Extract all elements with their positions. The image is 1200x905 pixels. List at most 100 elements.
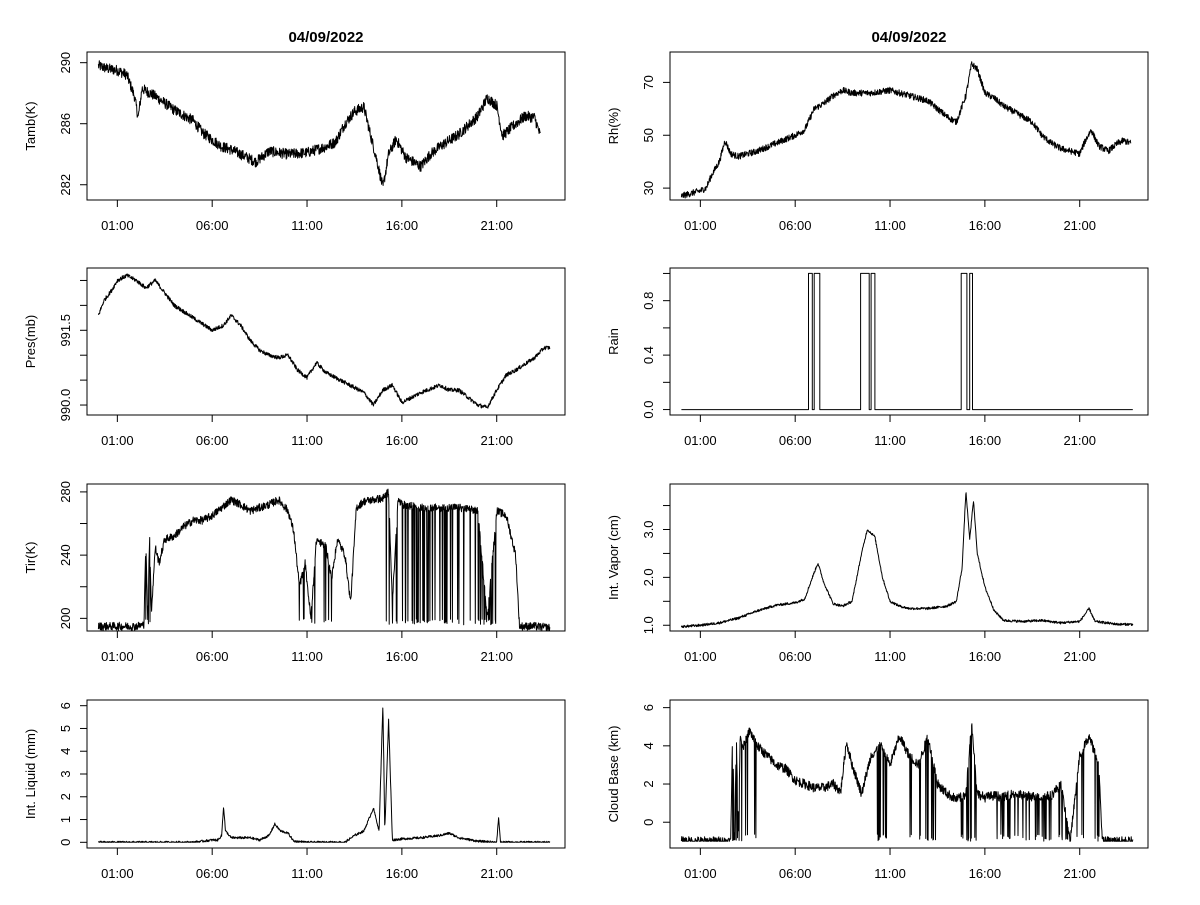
y-tick-label: 290 — [58, 52, 73, 74]
series-line-vapor — [680, 492, 1134, 629]
y-tick-label: 2 — [58, 793, 73, 800]
x-tick-label: 06:00 — [196, 866, 229, 881]
y-axis-label: Pres(mb) — [23, 315, 38, 368]
x-tick-label: 21:00 — [480, 649, 513, 664]
x-tick-label: 21:00 — [1063, 649, 1096, 664]
y-tick-label: 286 — [58, 113, 73, 135]
x-tick-label: 01:00 — [101, 649, 134, 664]
y-tick-label: 0.8 — [641, 292, 656, 310]
series-line-rain — [681, 272, 1133, 411]
x-tick-label: 11:00 — [874, 649, 906, 664]
y-tick-label: 2.0 — [641, 568, 656, 586]
x-tick-label: 16:00 — [386, 218, 419, 233]
x-tick-label: 11:00 — [291, 433, 323, 448]
chart-title: 04/09/2022 — [871, 29, 946, 46]
plot-frame — [86, 483, 566, 632]
x-tick-label: 06:00 — [779, 866, 812, 881]
plot-frame — [669, 483, 1149, 632]
plot-frame — [86, 267, 566, 416]
y-tick-label: 240 — [58, 544, 73, 566]
panel-liquid: Int. Liquid (mm) 0 1 2 3 4 5 6 01:00 06:00 11:00 16… — [23, 699, 566, 881]
y-tick-label: 70 — [641, 75, 656, 89]
y-axis-label: Int. Vapor (cm) — [606, 515, 621, 600]
y-tick-label: 991.5 — [58, 314, 73, 347]
x-tick-label: 11:00 — [874, 218, 906, 233]
plot-frame — [669, 267, 1149, 416]
x-tick-label: 21:00 — [480, 433, 513, 448]
panel-cloud: Cloud Base (km) 0 2 4 6 01:00 06:00 11:00 16:00 2… — [606, 699, 1149, 881]
y-tick-label: 200 — [58, 608, 73, 630]
x-tick-label: 16:00 — [969, 433, 1002, 448]
panel-tir: Tir(K) 200 240 280 01:00 06:00 11:00 16:00 21:00 — [23, 481, 566, 664]
series-line-cloud — [680, 723, 1134, 842]
y-axis-label: Cloud Base (km) — [606, 726, 621, 823]
panel-rain: Rain 0.0 0.4 0.8 01:00 06:00 11:00 16:00 21:00 — [606, 267, 1149, 448]
y-tick-label: 4 — [58, 748, 73, 755]
y-tick-label: 50 — [641, 128, 656, 142]
series-line-tir — [97, 488, 551, 631]
series-line-tamb — [97, 60, 541, 186]
series-line-liquid — [97, 707, 551, 843]
x-tick-label: 16:00 — [386, 649, 419, 664]
y-tick-label: 3 — [58, 770, 73, 777]
x-tick-label: 21:00 — [1063, 433, 1096, 448]
plot-frame — [669, 699, 1149, 849]
panel-vapor: Int. Vapor (cm) 1.0 2.0 3.0 01:00 06:00 11:00 1… — [606, 483, 1149, 664]
x-tick-label: 01:00 — [684, 218, 717, 233]
y-axis-label: Tamb(K) — [23, 101, 38, 150]
x-tick-label: 21:00 — [1063, 866, 1096, 881]
x-tick-label: 01:00 — [684, 649, 717, 664]
x-tick-label: 11:00 — [291, 649, 323, 664]
x-tick-label: 01:00 — [101, 433, 134, 448]
y-tick-label: 280 — [58, 481, 73, 503]
panel-rh: 04/09/2022 Rh(%) 30 50 70 01:00 06:00 11:00 16:0… — [606, 29, 1149, 233]
y-tick-label: 0 — [641, 819, 656, 826]
y-tick-label: 282 — [58, 174, 73, 196]
y-tick-label: 990.0 — [58, 389, 73, 422]
y-axis-label: Tir(K) — [23, 541, 38, 573]
x-tick-label: 01:00 — [101, 866, 134, 881]
y-tick-label: 5 — [58, 725, 73, 732]
x-tick-label: 06:00 — [779, 649, 812, 664]
x-tick-label: 16:00 — [969, 218, 1002, 233]
y-tick-label: 2 — [641, 780, 656, 787]
plot-frame — [86, 51, 566, 201]
x-tick-label: 16:00 — [386, 866, 419, 881]
y-tick-label: 6 — [58, 702, 73, 709]
y-tick-label: 4 — [641, 742, 656, 749]
x-tick-label: 16:00 — [386, 433, 419, 448]
y-tick-label: 30 — [641, 181, 656, 195]
x-tick-label: 01:00 — [684, 866, 717, 881]
panel-tamb: 04/09/2022 Tamb(K) 282 286 290 01:00 06:00 11:0… — [23, 29, 566, 233]
x-tick-label: 21:00 — [480, 866, 513, 881]
x-tick-label: 16:00 — [969, 649, 1002, 664]
x-tick-label: 01:00 — [101, 218, 134, 233]
series-line-rh — [680, 61, 1132, 199]
x-tick-label: 21:00 — [480, 218, 513, 233]
y-tick-label: 0.4 — [641, 346, 656, 364]
x-tick-label: 06:00 — [779, 218, 812, 233]
plot-frame — [669, 51, 1149, 201]
y-tick-label: 1 — [58, 816, 73, 823]
series-line-pres — [97, 273, 551, 409]
x-tick-label: 06:00 — [196, 218, 229, 233]
plot-frame — [86, 699, 566, 849]
x-tick-label: 11:00 — [874, 866, 906, 881]
x-tick-label: 01:00 — [684, 433, 717, 448]
y-tick-label: 1.0 — [641, 616, 656, 634]
x-tick-label: 11:00 — [291, 218, 323, 233]
chart-title: 04/09/2022 — [288, 29, 363, 46]
y-tick-label: 6 — [641, 704, 656, 711]
y-tick-label: 0.0 — [641, 401, 656, 419]
x-tick-label: 06:00 — [779, 433, 812, 448]
x-tick-label: 06:00 — [196, 433, 229, 448]
y-tick-label: 3.0 — [641, 520, 656, 538]
x-tick-label: 06:00 — [196, 649, 229, 664]
x-tick-label: 16:00 — [969, 866, 1002, 881]
x-tick-label: 11:00 — [874, 433, 906, 448]
y-axis-label: Rh(%) — [606, 108, 621, 145]
panel-pres: Pres(mb) 990.0 991.5 01:00 06:00 11:00 16:00 21… — [23, 267, 566, 448]
y-tick-label: 0 — [58, 839, 73, 846]
